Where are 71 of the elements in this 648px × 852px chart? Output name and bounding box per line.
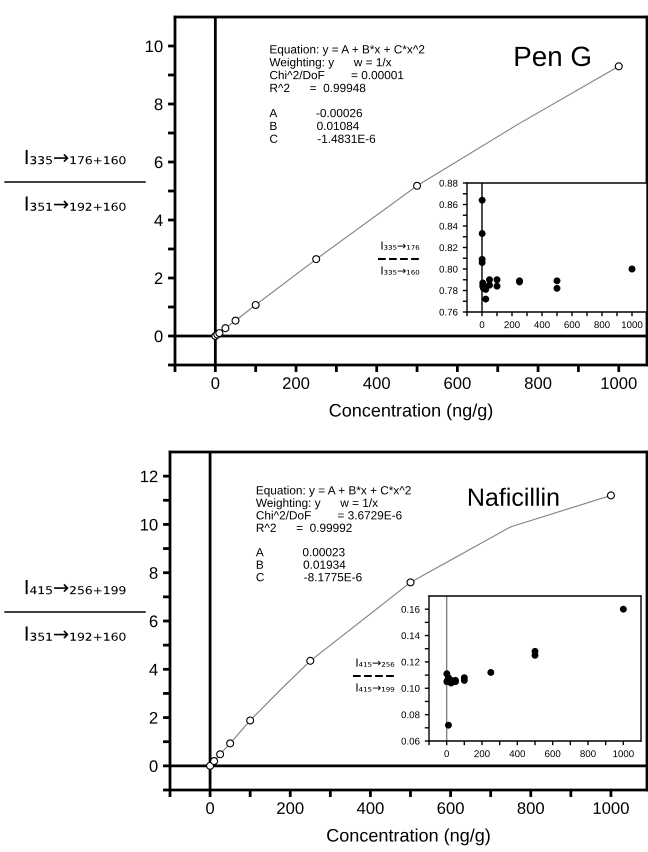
x-tick-label: 600 [444,377,471,390]
x-tick-label: 600 [564,321,580,328]
y-tick-label: 0 [150,760,158,772]
x-tick-label: 0 [206,802,214,814]
x-tick-label: 600 [545,750,560,758]
x-axis-title: Concentration (ng/g) [327,828,490,846]
annotation: B 0.01934 [256,560,346,569]
x-tick-label: 400 [534,321,550,328]
x-tick-label: 600 [438,802,464,814]
annotation: Equation: y = A + B*x + C*x^2 [256,486,411,497]
annotation: A 0.00023 [256,548,345,556]
x-tick-label: 800 [524,377,552,390]
y-tick-label: 0.88 [439,180,458,187]
annotation: R^2 = 0.99992 [256,524,352,532]
y-tick-label: 6 [150,615,158,628]
text: I₃₃₅→₁₇₆ I₃₃₅→₁₆₀ [381,242,420,275]
x-tick-label: 0 [211,377,220,390]
y-tick-label: 2 [154,272,162,284]
x-tick-label: 800 [518,802,544,814]
y-tick-label: 12 [140,470,158,482]
x-axis-title: Concentration (ng/g) [330,403,492,420]
y-tick-label: 0.84 [439,222,458,230]
text: I₄₁₅→₂₅₆₊₁₉₉ I₃₅₁→₁₉₂₊₁₆₀ [26,580,126,641]
x-tick-label: 0 [480,321,484,328]
y-tick-label: 0.08 [401,711,420,718]
y-tick-label: 6 [154,156,162,168]
y-tick-label: 0.16 [401,606,420,613]
text: I₄₁₅→₂₅₆ I₄₁₅→₁₉₉ [356,658,394,692]
y-tick-label: 4 [154,214,163,226]
x-tick-label: 200 [474,750,490,758]
y-tick-label: 0.14 [401,632,420,640]
text: I₃₃₅→₁₇₆₊₁₆₀ I₃₅₁→₁₉₂₊₁₆₀ [26,150,126,211]
annotation: C -8.1775E-6 [256,572,362,582]
x-tick-label: 200 [282,377,310,390]
annotation: Weighting: y w = 1/x [256,498,378,510]
y-tick-label: 8 [150,567,158,579]
annotation: Chi^2/DoF = 3.6729E-6 [256,510,402,520]
text: Pen G [516,46,590,66]
x-tick-label: 800 [594,321,610,328]
x-tick-label: 400 [363,377,390,390]
annotation: Chi^2/DoF = 0.00001 [270,70,404,80]
x-tick-label: 200 [277,802,304,814]
y-tick-label: 2 [150,712,158,724]
y-tick-label: 0.82 [439,244,458,252]
annotation: A -0.00026 [269,108,362,118]
y-tick-label: 10 [140,518,158,531]
text: Naficillin [468,488,558,506]
annotation: Equation: y = A + B*x + C*x^2 [270,44,424,56]
x-tick-label: 400 [356,802,384,814]
y-tick-label: 0.80 [439,266,458,273]
y-tick-label: 10 [146,40,163,52]
y-tick-label: 0.10 [401,685,420,692]
y-tick-label: 8 [154,98,162,110]
x-tick-label: 1000 [594,802,629,814]
annotation: C -1.4831E-6 [270,134,376,143]
annotation: Weighting: y w = 1/x [269,58,392,69]
y-tick-label: 0.12 [401,658,420,666]
x-tick-label: 1000 [613,750,634,758]
y-tick-label: 0.86 [439,201,458,208]
x-tick-label: 200 [504,321,520,328]
y-tick-label: 0.78 [439,287,458,294]
y-tick-label: 0.76 [439,308,458,316]
x-tick-label: 800 [580,750,596,758]
y-tick-label: 4 [149,664,158,676]
annotation: B 0.01084 [270,122,359,130]
y-tick-label: 0.06 [401,738,420,745]
x-tick-label: 1000 [622,321,642,328]
y-tick-label: 0 [154,330,163,342]
x-tick-label: 1000 [601,377,637,390]
annotation: R^2 = 0.99948 [270,84,366,92]
x-tick-label: 400 [509,750,526,758]
